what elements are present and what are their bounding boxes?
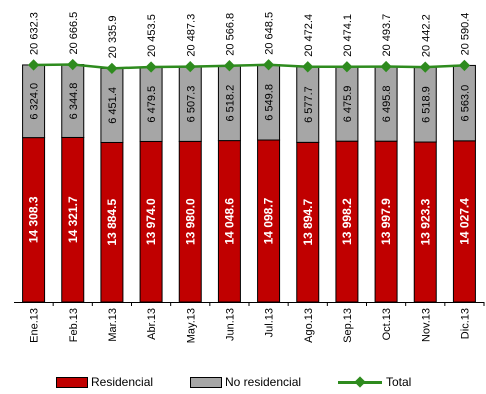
legend-label-total: Total <box>386 375 412 389</box>
marker-total-ene-13 <box>27 59 40 71</box>
data-label-total-mar-13: 20 335.9 <box>107 16 119 59</box>
x-tick-label-dic-13: Dic.13 <box>459 308 471 339</box>
legend-item-total: Total <box>338 372 411 392</box>
data-label-total-feb-13: 20 666.5 <box>68 12 80 55</box>
data-label-no-residencial-feb-13: 6 344.8 <box>68 83 80 120</box>
data-label-residencial-ene-13: 14 308.3 <box>27 196 41 243</box>
data-label-no-residencial-ago-13: 6 577.7 <box>303 86 315 123</box>
x-tick-label-may-13: May.13 <box>185 308 197 343</box>
marker-total-jul-13 <box>262 59 275 71</box>
x-tick-label-sep-13: Sep.13 <box>342 308 354 343</box>
data-label-total-nov-13: 20 442.2 <box>420 14 432 57</box>
data-label-residencial-dic-13: 14 027.4 <box>457 198 471 245</box>
data-label-total-ene-13: 20 632.3 <box>29 12 41 55</box>
data-label-residencial-may-13: 13 980.0 <box>183 198 197 245</box>
x-tick-label-jul-13: Jul.13 <box>264 308 276 337</box>
legend-swatch-residencial <box>56 376 88 388</box>
data-label-total-may-13: 20 487.3 <box>185 14 197 57</box>
data-label-no-residencial-abr-13: 6 479.5 <box>146 86 158 123</box>
legend-swatch-no-residencial <box>190 376 222 388</box>
data-label-total-ago-13: 20 472.4 <box>303 14 315 57</box>
legend-item-residencial: Residencial <box>56 372 153 392</box>
data-label-residencial-abr-13: 13 974.0 <box>144 198 158 245</box>
data-label-no-residencial-dic-13: 6 563.0 <box>459 85 471 122</box>
marker-total-ago-13 <box>302 61 314 73</box>
data-label-residencial-jun-13: 14 048.6 <box>222 198 236 245</box>
data-label-no-residencial-sep-13: 6 475.9 <box>342 86 354 123</box>
data-label-no-residencial-mar-13: 6 451.4 <box>107 87 119 124</box>
x-tick-label-ene-13: Ene.13 <box>29 308 41 343</box>
data-label-residencial-ago-13: 13 894.7 <box>301 199 315 246</box>
legend-item-no-residencial: No residencial <box>190 372 301 392</box>
legend-line-total <box>338 377 382 387</box>
legend: Residencial No residencial Total <box>0 372 486 392</box>
data-label-no-residencial-ene-13: 6 324.0 <box>29 83 41 120</box>
data-label-total-oct-13: 20 493.7 <box>381 14 393 57</box>
data-label-total-abr-13: 20 453.5 <box>146 14 158 57</box>
x-tick-label-nov-13: Nov.13 <box>420 308 432 342</box>
data-label-residencial-sep-13: 13 998.2 <box>340 198 354 245</box>
data-label-total-dic-13: 20 590.4 <box>459 13 471 56</box>
plot-area: 14 308.3 6 324.0 20 632.3 Ene.13 14 321.7 6 3… <box>14 12 485 343</box>
data-label-no-residencial-nov-13: 6 518.9 <box>420 86 432 123</box>
data-label-no-residencial-oct-13: 6 495.8 <box>381 86 393 123</box>
data-label-residencial-oct-13: 13 997.9 <box>379 198 393 245</box>
data-label-total-sep-13: 20 474.1 <box>342 14 354 57</box>
x-tick-label-abr-13: Abr.13 <box>146 308 158 340</box>
data-label-no-residencial-may-13: 6 507.3 <box>185 86 197 123</box>
data-label-no-residencial-jul-13: 6 549.8 <box>264 84 276 121</box>
x-tick-label-feb-13: Feb.13 <box>68 308 80 342</box>
data-label-residencial-nov-13: 13 923.3 <box>418 198 432 245</box>
line-total <box>33 63 465 70</box>
x-tick-label-ago-13: Ago.13 <box>303 308 315 343</box>
data-label-residencial-feb-13: 14 321.7 <box>66 196 80 243</box>
x-tick-label-jun-13: Jun.13 <box>224 308 236 341</box>
x-tick-label-oct-13: Oct.13 <box>381 308 393 340</box>
data-label-residencial-jul-13: 14 098.7 <box>262 197 276 244</box>
data-label-total-jun-13: 20 566.8 <box>224 13 236 56</box>
data-label-residencial-mar-13: 13 884.5 <box>105 199 119 246</box>
data-label-total-jul-13: 20 648.5 <box>264 12 276 55</box>
x-tick-label-mar-13: Mar.13 <box>107 308 119 342</box>
legend-label-residencial: Residencial <box>91 375 154 389</box>
data-label-no-residencial-jun-13: 6 518.2 <box>224 85 236 122</box>
legend-label-no-residencial: No residencial <box>225 375 302 389</box>
